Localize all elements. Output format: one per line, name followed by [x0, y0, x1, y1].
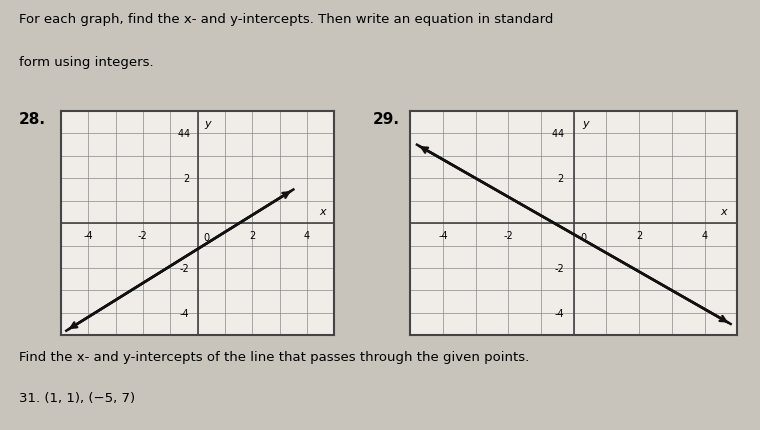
Text: 4: 4 — [178, 129, 184, 139]
Text: 29.: 29. — [372, 112, 400, 127]
Text: -2: -2 — [554, 263, 564, 273]
Text: 4: 4 — [558, 129, 564, 139]
Text: -2: -2 — [504, 230, 513, 240]
Text: -4: -4 — [439, 230, 448, 240]
Text: 28.: 28. — [19, 112, 46, 127]
Text: -4: -4 — [554, 308, 564, 318]
Text: y: y — [204, 119, 211, 129]
Text: form using integers.: form using integers. — [19, 56, 154, 69]
Text: For each graph, find the x- and y-intercepts. Then write an equation in standard: For each graph, find the x- and y-interc… — [19, 13, 553, 26]
Text: Find the x- and y-intercepts of the line that passes through the given points.: Find the x- and y-intercepts of the line… — [19, 350, 529, 363]
Text: x: x — [319, 207, 326, 217]
Text: -2: -2 — [138, 230, 147, 240]
Text: -2: -2 — [179, 263, 189, 273]
Text: 4: 4 — [304, 230, 310, 240]
Text: 31. (1, 1), (−5, 7): 31. (1, 1), (−5, 7) — [19, 391, 135, 404]
Text: 4: 4 — [701, 230, 708, 240]
Text: 2: 2 — [636, 230, 642, 240]
Text: 2: 2 — [558, 174, 564, 184]
Text: x: x — [720, 207, 727, 217]
Text: -4: -4 — [84, 230, 93, 240]
Text: 2: 2 — [249, 230, 255, 240]
Text: -4: -4 — [180, 308, 189, 318]
Text: 2: 2 — [183, 174, 189, 184]
Text: 4: 4 — [551, 129, 557, 139]
Text: 0: 0 — [581, 233, 587, 243]
Text: 0: 0 — [203, 233, 209, 243]
Text: y: y — [582, 119, 588, 129]
Text: 4: 4 — [183, 129, 189, 139]
